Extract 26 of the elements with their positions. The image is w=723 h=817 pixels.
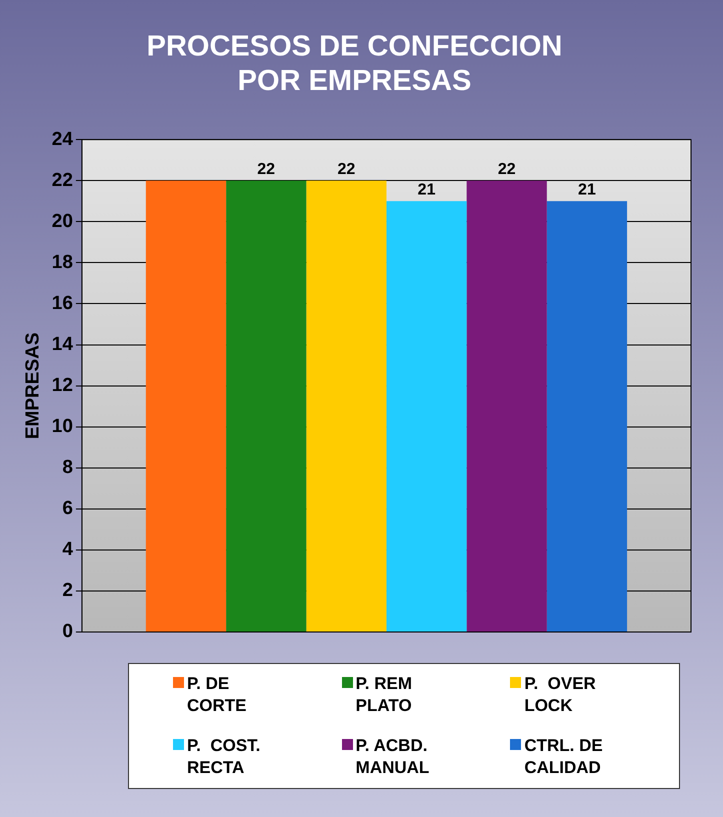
y-tick-label: 24: [52, 128, 74, 150]
data-label: 22: [257, 161, 276, 178]
y-tick-label: 4: [62, 539, 74, 560]
y-tick-label: 14: [52, 334, 74, 355]
y-tick-label: 12: [52, 375, 73, 396]
y-tick-label: 20: [52, 210, 73, 232]
legend-label: P. REM PLATO: [356, 673, 414, 717]
legend-label: P. DE CORTE: [187, 673, 248, 717]
y-tick-label: 0: [62, 621, 73, 642]
y-tick-label: 6: [62, 498, 73, 520]
y-tick-label: 18: [52, 252, 73, 273]
y-tick-label: 22: [52, 170, 73, 191]
y-tick-label: 16: [52, 292, 73, 314]
y-tick-label: 2: [62, 580, 73, 602]
legend-label: P. ACBD. MANUAL: [356, 735, 430, 779]
data-label: 22: [498, 161, 516, 178]
legend-label: P. OVER LOCK: [524, 673, 597, 717]
y-tick-label: 8: [62, 457, 73, 478]
data-label: 22: [337, 161, 356, 178]
data-label: 21: [578, 182, 596, 199]
legend-label: CTRL. DE CALIDAD: [524, 735, 604, 779]
y-axis-title: EMPRESAS: [22, 332, 44, 440]
data-label: 21: [418, 182, 436, 199]
legend-label: P. COST. RECTA: [187, 735, 262, 779]
y-tick-label: 10: [52, 416, 73, 438]
chart-title: PROCESOS DE CONFECCION POR EMPRESAS: [146, 30, 562, 98]
